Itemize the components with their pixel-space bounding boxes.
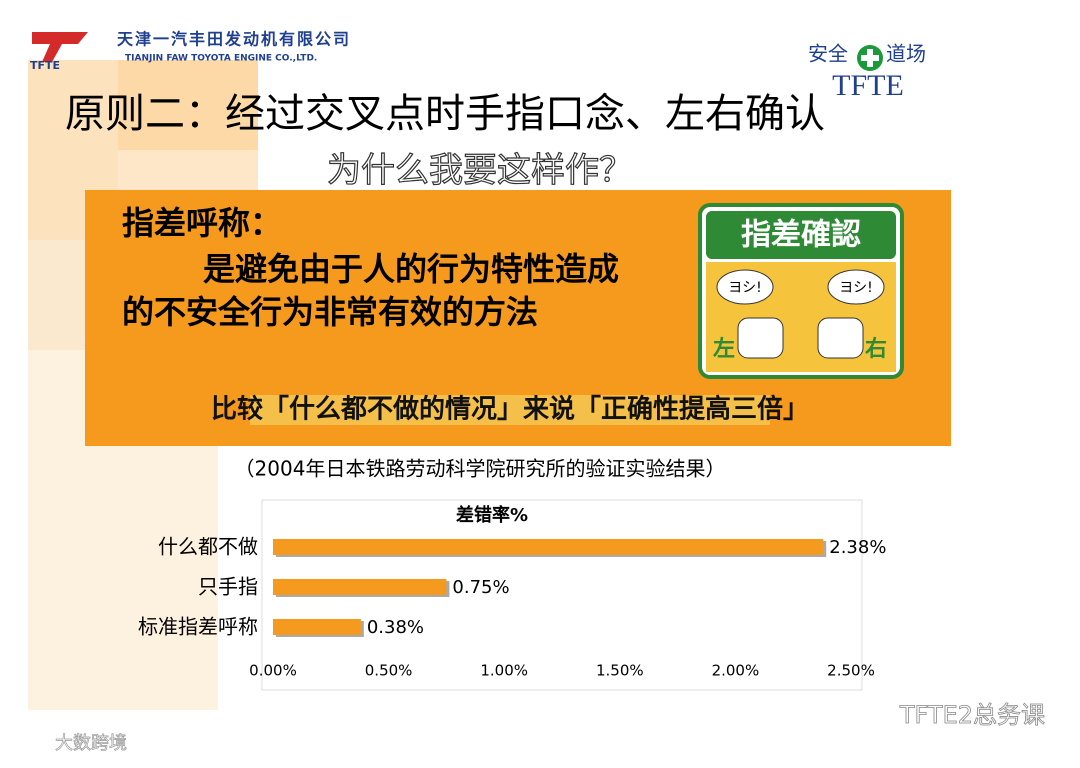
x-tick-label: 0.50% (365, 662, 413, 680)
logo-text: TFTE (30, 59, 60, 72)
bubble (716, 269, 774, 305)
x-tick-label: 2.00% (712, 662, 760, 680)
sign-title: 指差確認 (741, 218, 861, 253)
bubble (827, 269, 885, 305)
watermark: TFTE2总务课 (899, 701, 1045, 729)
y-tick-label: 只手指 (198, 575, 258, 599)
panel-heading: 指差呼称： (122, 204, 282, 242)
hand (817, 317, 864, 359)
x-tick-label: 0.00% (249, 662, 297, 680)
source-note: （2004年日本铁路劳动科学院研究所的验证实验结果） (235, 457, 726, 481)
title: 原则二：经过交叉点时手指口念、左右确认 (65, 91, 825, 137)
badge-left: 安全 (808, 42, 848, 66)
hand (737, 317, 784, 359)
data-label: 0.38% (367, 617, 424, 638)
bar (273, 539, 824, 555)
data-label: 2.38% (829, 537, 886, 558)
chart-title: 差错率% (456, 504, 528, 526)
panel-body: 的不安全行为非常有效的方法 (122, 293, 538, 331)
data-label: 0.75% (452, 577, 509, 598)
company-en: TIANJIN FAW TOYOTA ENGINE CO.,LTD. (125, 54, 317, 64)
y-tick-label: 什么都不做 (158, 535, 258, 559)
sign-left: 左 (713, 336, 735, 362)
x-tick-label: 1.50% (596, 662, 644, 680)
subtitle: 为什么我要这样作？ (327, 151, 633, 191)
company-cn: 天津一汽丰田发动机有限公司 (117, 30, 351, 49)
highlight (250, 395, 770, 425)
bar (273, 579, 447, 595)
badge-icon (861, 55, 879, 61)
y-tick-label: 标准指差呼称 (138, 615, 258, 639)
x-tick-label: 1.00% (480, 662, 528, 680)
plot-frame (261, 499, 863, 691)
bubble-text: ヨシ! (728, 280, 762, 296)
panel-body: 是避免由于人的行为特性造成 (203, 250, 619, 288)
watermark: 大数跨境 (55, 733, 127, 754)
bar (273, 619, 361, 635)
decor (118, 60, 258, 150)
badge-right: 道场 (886, 42, 926, 66)
sign-header (706, 211, 896, 259)
sign-right: 右 (865, 337, 887, 362)
logo-mark (32, 32, 88, 62)
badge-text: TFTE (832, 69, 904, 102)
conclusion: 比较「什么都不做的情况」来说「正确性提高三倍」 (211, 394, 809, 425)
x-tick-label: 2.50% (827, 662, 875, 680)
bubble-text: ヨシ! (839, 280, 873, 296)
